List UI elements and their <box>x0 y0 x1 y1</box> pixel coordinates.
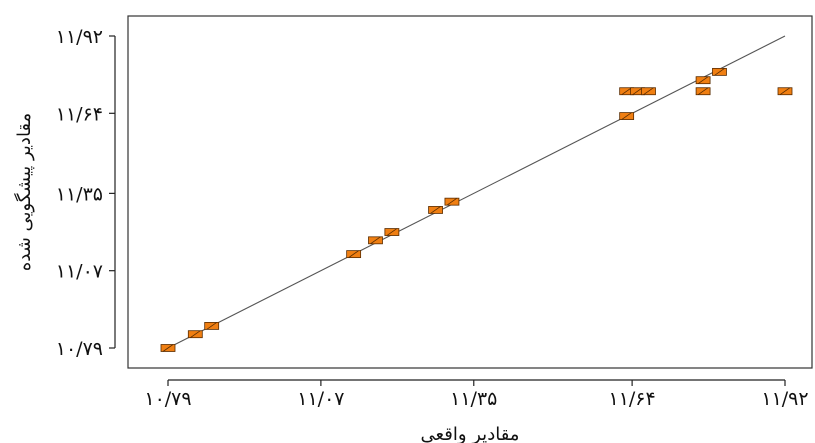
x-tick-label: ۱۱/۹۲ <box>761 388 808 410</box>
reference-line-layer <box>167 35 786 349</box>
data-point <box>368 236 383 245</box>
y-axis-title: مقادیر پیشگویی شده <box>13 113 35 271</box>
data-point <box>187 330 203 339</box>
data-point <box>346 250 362 259</box>
y-axis: ۱۰/۷۹ ۱۱/۰۷ ۱۱/۳۵ ۱۱/۶۴ ۱۱/۹۲ <box>56 26 116 360</box>
y-tick-label: ۱۰/۷۹ <box>56 338 103 360</box>
data-point <box>204 322 220 330</box>
x-tick-label: ۱۱/۳۵ <box>450 388 497 410</box>
data-point <box>384 228 400 236</box>
reference-line <box>167 35 786 349</box>
x-axis: ۱۰/۷۹ ۱۱/۰۷ ۱۱/۳۵ ۱۱/۶۴ ۱۱/۹۲ <box>144 379 809 410</box>
data-point <box>695 87 711 96</box>
plot-frame <box>127 15 813 369</box>
data-point <box>777 87 793 96</box>
data-point <box>619 112 635 120</box>
y-tick-label: ۱۱/۰۷ <box>56 261 103 283</box>
data-point <box>695 76 711 85</box>
data-point <box>641 87 656 96</box>
y-tick-label: ۱۱/۶۴ <box>56 103 103 125</box>
data-point <box>160 344 176 352</box>
x-tick-label: ۱۱/۶۴ <box>608 388 655 410</box>
x-tick-label: ۱۰/۷۹ <box>144 388 191 410</box>
x-axis-title: مقادیر واقعی <box>421 424 520 443</box>
points-layer <box>160 67 793 352</box>
data-point <box>428 206 443 214</box>
data-point <box>712 67 727 76</box>
y-tick-label: ۱۱/۳۵ <box>56 183 103 205</box>
data-point <box>444 197 460 206</box>
x-tick-label: ۱۱/۰۷ <box>297 388 344 410</box>
y-tick-label: ۱۱/۹۲ <box>56 26 103 48</box>
